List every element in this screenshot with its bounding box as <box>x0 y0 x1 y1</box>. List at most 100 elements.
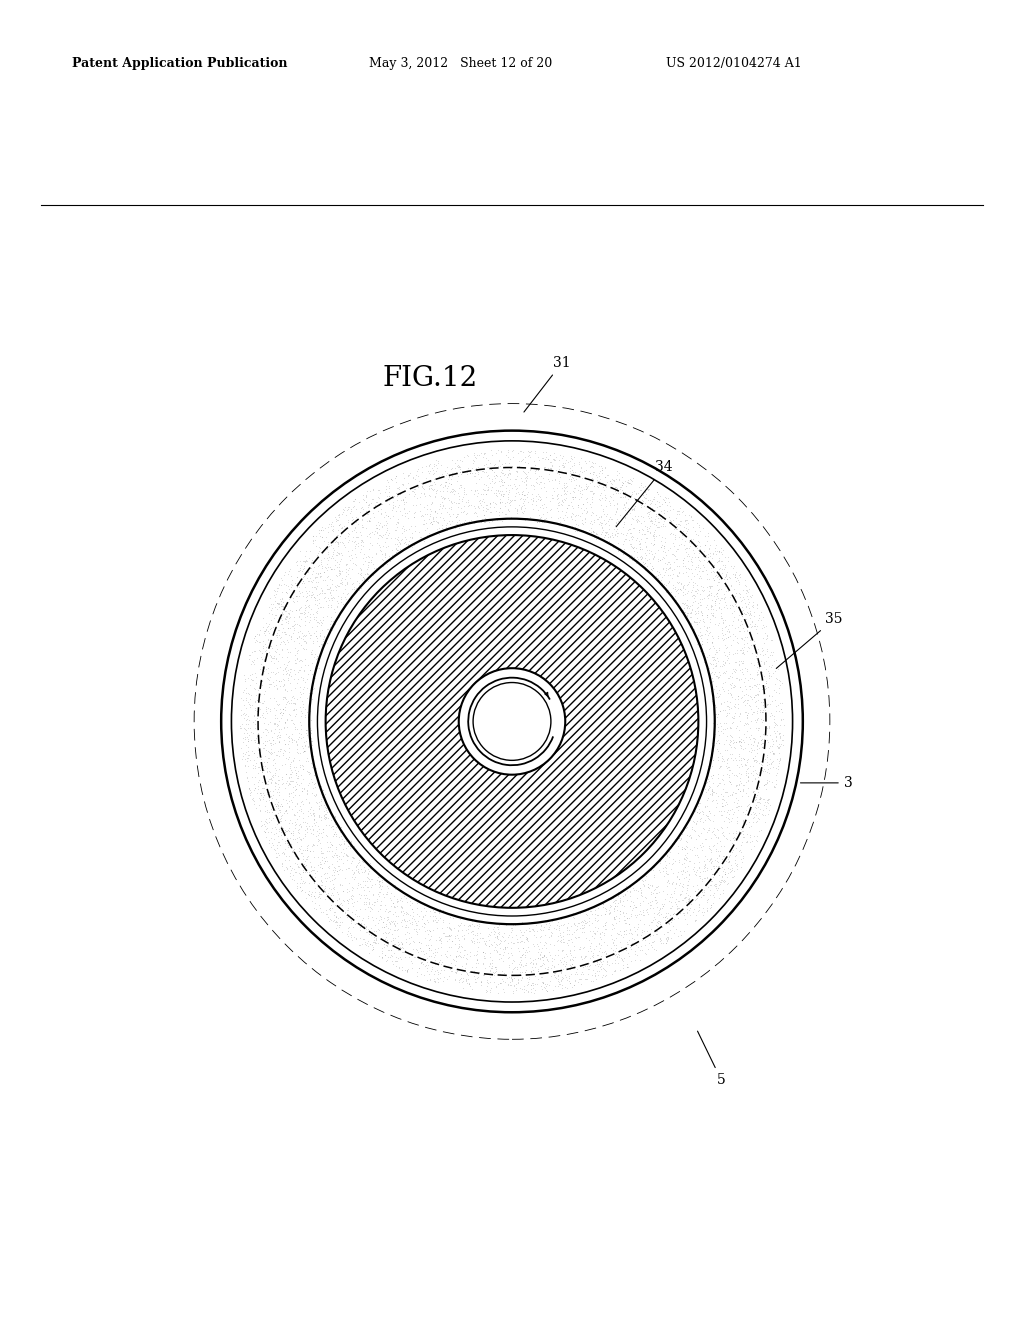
Point <box>524 956 541 977</box>
Point <box>312 537 329 558</box>
Point <box>425 506 441 527</box>
Point <box>727 661 743 682</box>
Point <box>492 498 508 519</box>
Point <box>694 561 711 582</box>
Point <box>670 572 686 593</box>
Point <box>634 539 650 560</box>
Point <box>464 911 480 932</box>
Point <box>306 667 323 688</box>
Point <box>377 900 393 921</box>
Point <box>475 478 492 499</box>
Point <box>602 535 618 556</box>
Point <box>595 520 611 541</box>
Point <box>375 554 391 576</box>
Point <box>720 696 736 717</box>
Point <box>514 483 530 504</box>
Point <box>258 618 274 639</box>
Point <box>328 565 344 586</box>
Point <box>573 948 590 969</box>
Point <box>451 929 467 950</box>
Point <box>450 504 466 525</box>
Point <box>519 928 536 949</box>
Point <box>370 919 386 940</box>
Point <box>421 455 437 477</box>
Point <box>701 576 718 597</box>
Point <box>638 899 654 920</box>
Point <box>431 962 447 983</box>
Point <box>743 611 760 632</box>
Point <box>615 920 632 941</box>
Point <box>511 507 527 528</box>
Point <box>518 920 535 941</box>
Point <box>439 480 456 502</box>
Point <box>282 558 298 579</box>
Point <box>344 847 360 869</box>
Point <box>289 698 305 719</box>
Point <box>554 946 570 968</box>
Point <box>592 950 608 972</box>
Point <box>725 792 741 813</box>
Point <box>651 495 668 516</box>
Point <box>735 714 752 735</box>
Point <box>555 913 571 935</box>
Point <box>539 981 555 1002</box>
Point <box>624 899 640 920</box>
Point <box>626 546 642 568</box>
Point <box>309 829 326 850</box>
Point <box>386 928 402 949</box>
Point <box>312 610 329 631</box>
Point <box>703 755 720 776</box>
Point <box>537 953 553 974</box>
Point <box>321 546 337 568</box>
Point <box>615 920 632 941</box>
Point <box>712 874 728 895</box>
Point <box>238 709 254 730</box>
Point <box>311 883 328 904</box>
Point <box>493 470 509 491</box>
Point <box>274 795 291 816</box>
Point <box>742 698 759 719</box>
Point <box>707 590 723 611</box>
Point <box>593 952 609 973</box>
Point <box>270 785 287 807</box>
Point <box>711 855 727 876</box>
Point <box>587 511 603 532</box>
Point <box>256 690 272 711</box>
Point <box>726 865 742 886</box>
Point <box>247 663 263 684</box>
Point <box>587 907 603 928</box>
Point <box>768 714 784 735</box>
Point <box>370 912 386 933</box>
Point <box>537 977 553 998</box>
Point <box>307 590 324 611</box>
Point <box>385 935 401 956</box>
Point <box>699 598 716 619</box>
Point <box>753 701 769 722</box>
Point <box>629 510 645 531</box>
Point <box>623 882 639 903</box>
Point <box>259 752 275 774</box>
Point <box>723 603 739 624</box>
Point <box>710 859 726 880</box>
Point <box>680 602 696 623</box>
Point <box>770 694 786 715</box>
Point <box>270 795 287 816</box>
Point <box>584 451 600 473</box>
Point <box>295 803 311 824</box>
Point <box>669 898 685 919</box>
Point <box>237 748 253 770</box>
Point <box>254 671 270 692</box>
Point <box>439 941 456 962</box>
Point <box>607 952 624 973</box>
Point <box>393 898 410 919</box>
Point <box>680 550 696 572</box>
Point <box>568 513 585 535</box>
Point <box>525 475 542 496</box>
Point <box>270 593 287 614</box>
Point <box>417 484 433 506</box>
Point <box>421 454 437 475</box>
Point <box>496 981 512 1002</box>
Point <box>755 677 771 698</box>
Point <box>550 495 566 516</box>
Point <box>247 758 263 779</box>
